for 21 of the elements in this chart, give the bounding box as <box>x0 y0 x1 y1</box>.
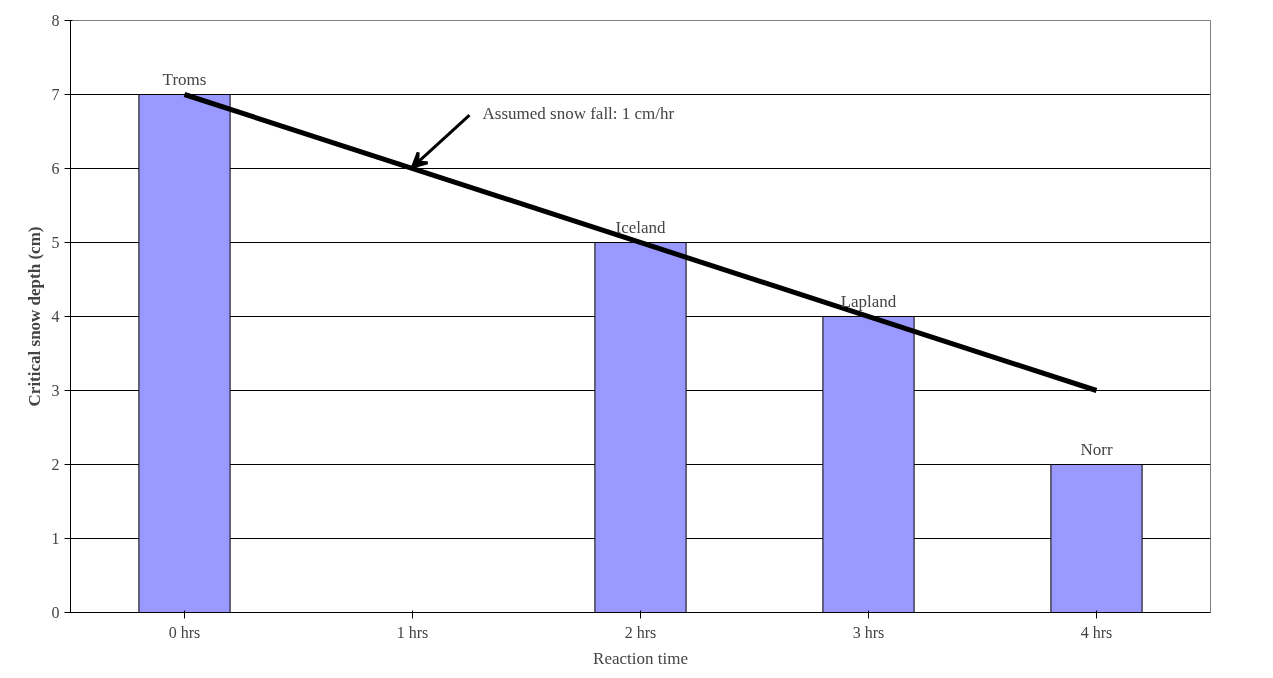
y-tick-label: 0 <box>51 604 60 621</box>
annotation: Assumed snow fall: 1 cm/hr <box>482 104 675 123</box>
data-label: Norr <box>1080 439 1113 459</box>
x-tick-label: 1 hrs <box>396 623 429 641</box>
y-tick-label: 2 <box>51 456 60 473</box>
x-tick-label: 0 hrs <box>168 623 201 641</box>
y-tick-label: 4 <box>51 308 60 325</box>
y-tick-label: 3 <box>51 382 60 399</box>
y-tick-label: 7 <box>51 86 60 103</box>
data-label: Lapland <box>840 291 897 311</box>
y-tick-label: 6 <box>51 160 60 177</box>
data-label: Iceland <box>615 217 667 237</box>
y-tick-label: 5 <box>51 234 60 251</box>
data-label: Troms <box>162 69 207 89</box>
y-tick-label: 1 <box>51 530 60 547</box>
x-tick-label: 2 hrs <box>624 623 657 641</box>
x-tick-label: 3 hrs <box>852 623 885 641</box>
x-axis-title: Reaction time <box>593 648 688 668</box>
y-tick-label: 8 <box>51 12 60 29</box>
y-axis-title: Critical snow depth (cm) <box>24 226 44 407</box>
x-tick-label: 4 hrs <box>1080 623 1113 641</box>
